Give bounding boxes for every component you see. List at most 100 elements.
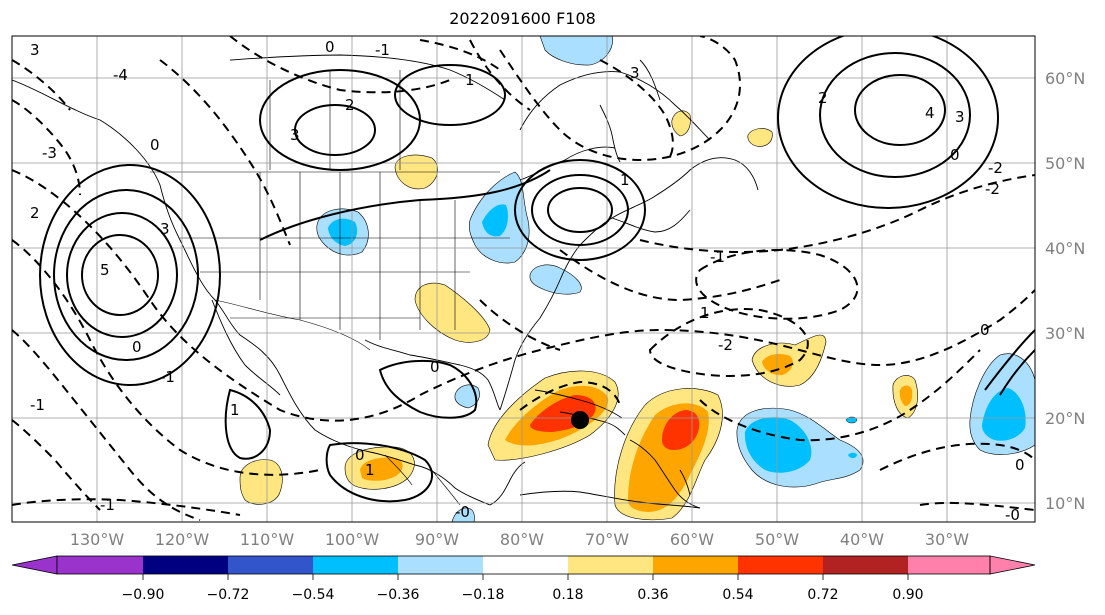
lon-label: 70°W [585,530,629,549]
contour-label: -1 [160,368,175,386]
map-title: 2022091600 F108 [449,9,596,28]
cool-anomaly-pacific-south [451,507,475,522]
contour-label-group: 3 -3 2 5 3 -4 0 3 2 1 0 -1 3 2 4 3 0 -2 … [30,38,1025,524]
cool-anomaly-atlantic-50w-mid [744,417,812,473]
contour-label: 1 [700,304,710,322]
colorbar-segment [568,556,653,574]
lon-label: 50°W [755,530,799,549]
cool-anomaly-small [845,416,858,424]
warm-anomaly-60w-strong [662,410,700,450]
colorbar-segment [738,556,823,574]
colorbar-tick-label: −0.72 [207,587,250,603]
lon-label: 30°W [925,530,969,549]
contour-label: 4 [925,104,935,122]
lon-label: 100°W [325,530,380,549]
contour-label: -1 [375,41,390,59]
warm-anomaly-mid-atlantic-mid [762,354,793,376]
cool-anomaly-small-2 [848,452,857,458]
contour-label: 3 [955,108,965,126]
warm-anomaly-labrador [671,110,691,137]
contour-label: 2 [345,96,355,114]
colorbar-min-extend [11,555,58,575]
warm-anomaly-newfoundland [747,128,773,147]
storm-center-marker [571,411,589,429]
colorbar-tick-label: −0.36 [377,587,420,603]
positive-contours [39,36,1035,503]
colorbar-tick-label: −0.18 [462,587,505,603]
contour-label: 2 [30,204,40,222]
lon-label: 90°W [415,530,459,549]
lon-label: 60°W [670,530,714,549]
cool-anomaly-us-east-mid [482,204,508,237]
colorbar-segment [313,556,398,574]
longitude-labels: 130°W 120°W 110°W 100°W 90°W 80°W 70°W 6… [70,530,969,549]
lon-label: 40°W [840,530,884,549]
colorbar-segment [143,556,228,574]
lat-label: 50°N [1045,154,1085,173]
graticule [12,36,1035,522]
negative-contours [12,36,1035,521]
contour-label: 0 [430,358,440,376]
contour-label: -4 [113,66,128,84]
contour-label: 3 [630,64,640,82]
lat-label: 60°N [1045,69,1085,88]
contour-label: 0 [150,136,160,154]
lat-label: 20°N [1045,409,1085,428]
contour-label: 0 [980,321,990,339]
contour-label: -0 [1005,506,1020,524]
cool-anomaly-greenland [539,36,613,66]
warm-anomaly-pacific-mid [360,457,403,481]
lon-label: 80°W [500,530,544,549]
warm-anomaly-southeast-us [414,282,491,343]
lat-label: 30°N [1045,324,1085,343]
contour-label: 0 [132,338,142,356]
colorbar-max-extend [989,555,1036,575]
contour-label: 1 [230,401,240,419]
cool-anomaly-25w-mid [982,388,1026,441]
warm-anomaly-35w-mid [899,385,913,406]
colorbar-tick-label: 0.18 [552,587,583,603]
cool-anomaly-coast [529,264,582,295]
warm-anomaly-110w [239,459,283,505]
lat-label: 10°N [1045,494,1085,513]
colorbar-tick-label: −0.54 [292,587,335,603]
contour-label: 1 [620,171,630,189]
cool-anomaly-plains-mid [328,218,358,246]
contour-label: 0 [1015,456,1025,474]
colorbar-segment [823,556,908,574]
contour-label: 0 [325,38,335,56]
contour-label: 3 [290,126,300,144]
colorbar-segment [228,556,313,574]
contour-label: -1 [710,248,725,266]
colorbar-tick-label: −0.90 [122,587,165,603]
contour-label: 5 [100,261,110,279]
latitude-labels: 60°N 50°N 40°N 30°N 20°N 10°N [1045,69,1085,513]
colorbar-segment [653,556,738,574]
contour-label: -0 [455,503,470,521]
colorbar-tick-label: 0.54 [722,587,753,603]
colorbar-segment [908,556,990,574]
contour-label: 2 [818,89,828,107]
contour-label: -1 [30,396,45,414]
lat-label: 40°N [1045,239,1085,258]
contour-label: 1 [465,71,475,89]
map-frame [11,35,1036,523]
lon-label: 120°W [155,530,210,549]
contour-label: -2 [988,159,1003,177]
colorbar-segment [483,556,568,574]
colorbar-segment [398,556,483,574]
shading-layer [239,36,1035,522]
colorbar-tick-label: 0.36 [637,587,668,603]
contour-label: -2 [985,180,1000,198]
colorbar-tick-label: 0.90 [892,587,923,603]
lon-label: 130°W [70,530,125,549]
colorbar: −0.90 −0.72 −0.54 −0.36 −0.18 0.18 0.36 … [11,555,1036,603]
contour-label: 0 [950,146,960,164]
lon-label: 110°W [240,530,295,549]
colorbar-tick-label: 0.72 [807,587,838,603]
colorbar-segment [57,556,143,574]
contour-label: -2 [718,336,733,354]
contour-label: 3 [30,41,40,59]
contour-label: 3 [160,220,170,238]
